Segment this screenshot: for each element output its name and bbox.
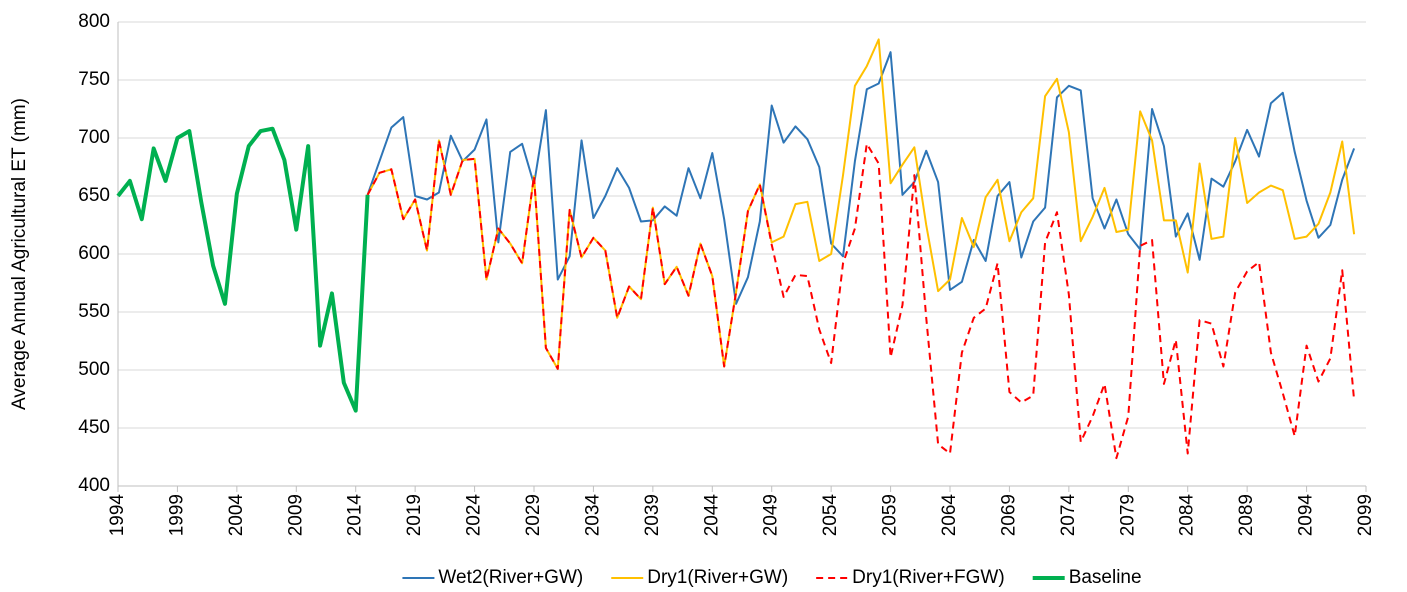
line-series [366,51,1356,305]
x-tick-label: 2034 [582,494,603,537]
legend-label: Baseline [1069,567,1142,588]
x-tick-label: 2059 [880,494,901,536]
y-tick-label: 800 [78,11,110,32]
y-axis-title: Average Annual Agricultural ET (mm) [9,98,30,410]
x-tick-label: 2024 [464,494,485,537]
legend-label: Dry1(River+FGW) [852,567,1005,588]
x-tick-label: 2014 [345,494,366,537]
legend-label: Dry1(River+GW) [647,567,788,588]
x-tick-label: 2099 [1355,494,1376,536]
legend-label: Wet2(River+GW) [438,567,583,588]
x-tick-label: 2054 [820,494,841,537]
legend: Wet2(River+GW) Dry1(River+GW) Dry1(River+F… [402,567,1142,588]
y-tick-label: 450 [78,417,110,438]
x-tick-label: 1999 [166,494,187,536]
y-tick-label: 750 [78,69,110,90]
x-tick-label: 2049 [761,494,782,536]
x-tick-label: 2074 [1058,494,1079,537]
x-tick-label: 2084 [1177,494,1198,537]
y-tick-label: 650 [78,185,110,206]
x-tick-label: 2009 [285,494,306,536]
x-tick-label: 2004 [226,494,247,537]
y-tick-label: 500 [78,359,110,380]
y-tick-label: 600 [78,243,110,264]
x-tick-label: 2029 [523,494,544,536]
x-tick-label: 2089 [1236,494,1257,536]
x-tick-label: 2044 [701,494,722,537]
y-tick-label: 700 [78,127,110,148]
x-tick-label: 1994 [107,494,128,537]
line-series [366,38,1356,370]
x-tick-label: 2069 [998,494,1019,536]
y-tick-label: 550 [78,301,110,322]
line-series [116,126,370,413]
x-tick-label: 2064 [939,494,960,537]
x-tick-label: 2019 [404,494,425,536]
x-tick-label: 2094 [1296,494,1317,537]
y-tick-label: 400 [78,475,110,496]
x-tick-label: 2079 [1117,494,1138,536]
line-series [366,139,1356,460]
x-tick-label: 2039 [642,494,663,536]
